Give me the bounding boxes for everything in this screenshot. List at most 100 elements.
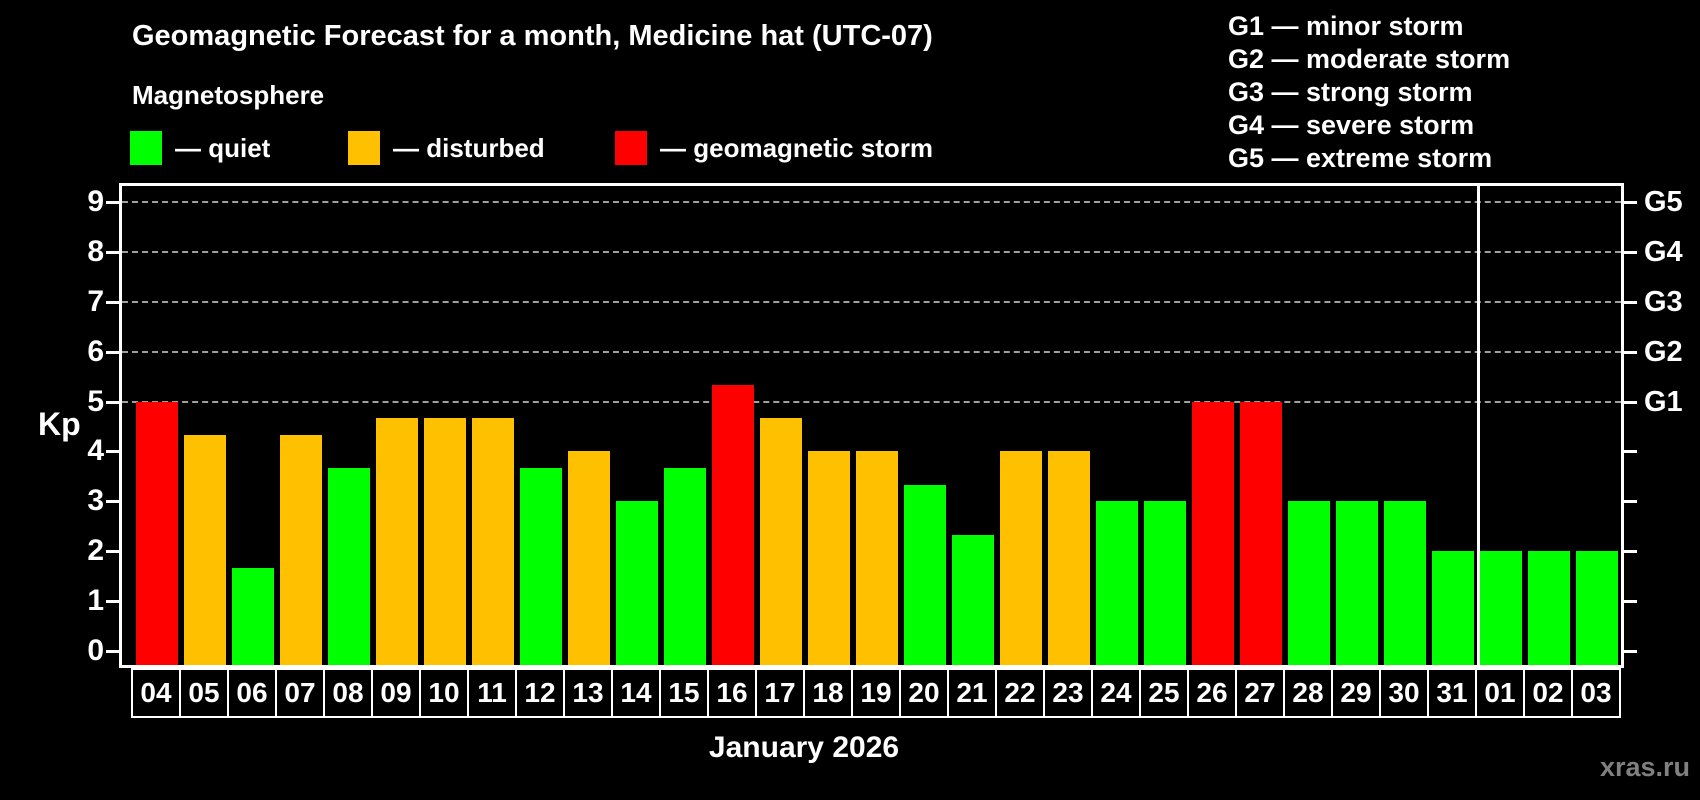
kp-bar-day-13: [568, 451, 610, 665]
g-axis-tick: [1624, 550, 1637, 554]
y-tick-label: 6: [87, 334, 104, 368]
date-cell-18: 18: [803, 668, 853, 718]
gridline-kp9: [122, 200, 1621, 203]
g-axis-tick: [1624, 400, 1637, 404]
kp-bar-day-02: [1528, 551, 1570, 665]
y-tick-label: 1: [87, 584, 104, 618]
date-cell-16: 16: [707, 668, 757, 718]
date-cell-26: 26: [1187, 668, 1237, 718]
g-axis-label-g3: G3: [1644, 285, 1683, 318]
date-cell-21: 21: [947, 668, 997, 718]
date-cell-02: 02: [1523, 668, 1573, 718]
kp-bar-day-30: [1384, 501, 1426, 665]
kp-bar-day-04: [136, 401, 178, 665]
chart-subtitle: Magnetosphere: [132, 80, 325, 110]
kp-bar-day-11: [472, 418, 514, 665]
legend-item-disturbed: — disturbed: [348, 131, 545, 165]
date-cell-22: 22: [995, 668, 1045, 718]
legend-item-label: — geomagnetic storm: [660, 132, 934, 163]
date-cell-30: 30: [1379, 668, 1429, 718]
date-cell-25: 25: [1139, 668, 1189, 718]
kp-bar-day-03: [1576, 551, 1618, 665]
kp-bar-day-25: [1144, 501, 1186, 665]
g-axis-tick: [1624, 650, 1637, 653]
g-axis-tick: [1624, 250, 1637, 254]
date-cell-09: 09: [371, 668, 421, 718]
storm-scale-line-g2: G2 — moderate storm: [1228, 44, 1511, 74]
y-tick-label: 9: [87, 184, 104, 218]
kp-bar-day-14: [616, 501, 658, 665]
kp-bar-day-15: [664, 467, 706, 665]
legend-item-storm: — geomagnetic storm: [615, 131, 933, 165]
y-axis-tick: [106, 250, 119, 254]
kp-bar-day-23: [1048, 451, 1090, 665]
g-axis-label-g4: G4: [1644, 235, 1683, 268]
g-axis-label-g2: G2: [1644, 335, 1683, 368]
date-cell-04: 04: [131, 668, 181, 718]
y-axis-tick: [106, 550, 119, 554]
kp-bar-day-12: [520, 467, 562, 665]
y-axis-tick: [106, 400, 119, 404]
kp-bar-day-07: [280, 434, 322, 665]
date-cell-31: 31: [1427, 668, 1477, 718]
gridline-kp5: [122, 400, 1621, 403]
y-axis-tick: [106, 500, 119, 504]
g-axis-label-g5: G5: [1644, 185, 1683, 218]
storm-scale-legend: G1 — minor storm G2 — moderate storm G3 …: [1228, 10, 1510, 175]
month-separator-line: [1477, 186, 1480, 665]
kp-bar-day-28: [1288, 501, 1330, 665]
quiet-color-swatch: [130, 131, 162, 165]
date-cell-10: 10: [419, 668, 469, 718]
kp-bar-day-17: [760, 418, 802, 665]
date-cell-15: 15: [659, 668, 709, 718]
date-cell-17: 17: [755, 668, 805, 718]
kp-bar-day-05: [184, 434, 226, 665]
legend-item-quiet: — quiet: [130, 131, 270, 165]
kp-bar-day-24: [1096, 501, 1138, 665]
kp-bar-day-21: [952, 534, 994, 665]
date-cell-23: 23: [1043, 668, 1093, 718]
g-axis-tick: [1624, 200, 1637, 204]
date-cell-29: 29: [1331, 668, 1381, 718]
watermark: xras.ru: [1599, 752, 1690, 782]
date-cell-13: 13: [563, 668, 613, 718]
date-cell-24: 24: [1091, 668, 1141, 718]
date-cell-06: 06: [227, 668, 277, 718]
kp-bar-day-27: [1240, 401, 1282, 665]
kp-bar-day-06: [232, 567, 274, 665]
kp-bar-day-08: [328, 467, 370, 665]
date-cell-01: 01: [1475, 668, 1525, 718]
date-cell-12: 12: [515, 668, 565, 718]
date-cell-27: 27: [1235, 668, 1285, 718]
date-cell-19: 19: [851, 668, 901, 718]
y-tick-label: 0: [87, 634, 104, 667]
kp-bar-day-26: [1192, 401, 1234, 665]
gridline-kp7: [122, 300, 1621, 303]
y-axis-title: Kp: [38, 406, 81, 442]
y-tick-label: 8: [87, 234, 104, 268]
date-cell-20: 20: [899, 668, 949, 718]
storm-scale-line-g3: G3 — strong storm: [1228, 77, 1473, 107]
storm-scale-line-g4: G4 — severe storm: [1228, 110, 1475, 140]
disturbed-color-swatch: [348, 131, 380, 165]
g-axis-tick: [1624, 350, 1637, 354]
gridline-kp8: [122, 250, 1621, 253]
storm-scale-line-g5: G5 — extreme storm: [1228, 143, 1493, 173]
date-cell-28: 28: [1283, 668, 1333, 718]
kp-bar-day-31: [1432, 551, 1474, 665]
y-axis-tick: [106, 200, 119, 204]
kp-bar-day-29: [1336, 501, 1378, 665]
chart-title: Geomagnetic Forecast for a month, Medici…: [132, 20, 933, 52]
g-axis-label-g1: G1: [1644, 385, 1683, 418]
gridline-kp6: [122, 350, 1621, 353]
g-axis-tick: [1624, 300, 1637, 304]
y-tick-label: 7: [87, 284, 104, 318]
date-cell-07: 07: [275, 668, 325, 718]
storm-color-swatch: [615, 131, 647, 165]
kp-bar-day-10: [424, 418, 466, 665]
x-axis-title: January 2026: [708, 731, 900, 764]
y-axis-tick: [106, 350, 119, 354]
y-axis-tick: [106, 600, 119, 604]
y-tick-label: 4: [87, 434, 104, 468]
